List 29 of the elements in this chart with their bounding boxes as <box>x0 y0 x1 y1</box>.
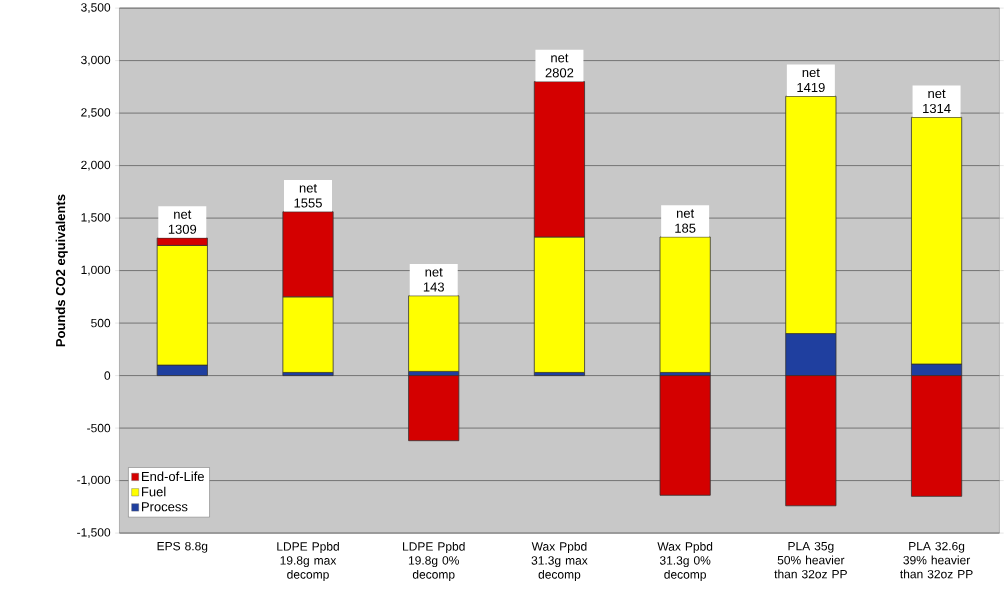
y-tick-label: -500 <box>87 423 111 433</box>
y-tick-label: 500 <box>91 318 111 328</box>
total-label: net 2802 <box>545 53 574 78</box>
y-tick-label: 1,500 <box>81 213 111 224</box>
y-tick-label: -1,000 <box>77 475 111 486</box>
y-tick-label: 2,500 <box>81 108 111 119</box>
legend-label: Process <box>142 502 188 512</box>
x-tick-label: LDPE Ppbd 19.8g max decomp <box>277 541 339 582</box>
y-tick-label: 0 <box>104 371 111 380</box>
y-tick-label: 3,000 <box>81 55 111 66</box>
x-tick-label: Wax Ppbd 31.3g 0% decomp <box>657 541 713 582</box>
x-tick-label: PLA 35g 50% heavier than 32oz PP <box>774 541 847 579</box>
y-tick-label: -1,500 <box>77 528 111 539</box>
y-tick-label: 3,500 <box>81 3 111 14</box>
legend-label: End-of-Life <box>142 471 204 482</box>
x-tick-label: PLA 32.6g 39% heavier than 32oz PP <box>900 541 973 579</box>
total-label: net 1419 <box>797 68 825 93</box>
total-label: net 1314 <box>923 89 951 114</box>
y-tick-label: 1,000 <box>81 265 111 276</box>
x-tick-label: Wax Ppbd 31.3g max decomp <box>531 541 588 582</box>
y-tick-label: 2,000 <box>81 160 111 171</box>
total-label: net 143 <box>423 268 444 292</box>
total-label: net 185 <box>675 209 696 233</box>
x-tick-label: EPS 8.8g <box>157 541 208 553</box>
y-axis-title: Pounds CO2 equivalents <box>55 194 68 347</box>
total-label: net 1555 <box>294 184 322 208</box>
total-label: net 1309 <box>168 210 197 234</box>
x-tick-label: LDPE Ppbd 19.8g 0% decomp <box>403 541 465 582</box>
legend-label: Fuel <box>142 486 166 497</box>
